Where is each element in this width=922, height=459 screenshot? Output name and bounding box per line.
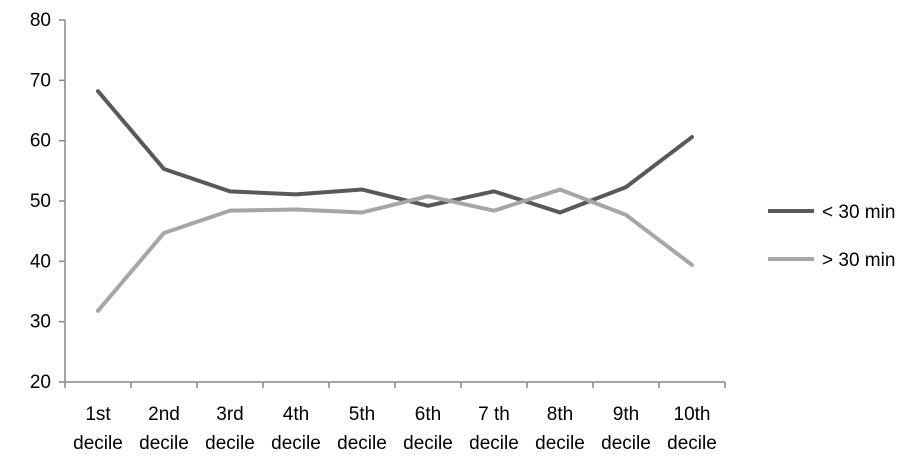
y-tick-label: 30 <box>30 312 51 333</box>
x-tick-label: decile <box>271 433 321 454</box>
series-line-1 <box>96 89 694 215</box>
x-tick-label: decile <box>469 433 519 454</box>
x-tick-label: decile <box>139 433 189 454</box>
y-tick-label: 20 <box>30 372 51 393</box>
x-axis-ticks: 1st decile 2nd decile 3rd decile 4th decile 5th d… <box>64 382 726 454</box>
y-axis-ticks: 20 30 40 50 60 70 80 <box>30 10 65 393</box>
x-tick-label: 1st <box>85 404 111 425</box>
x-tick-label: 3rd <box>216 404 243 425</box>
x-tick-label: 10th <box>674 404 711 425</box>
y-tick-label: 50 <box>30 191 51 212</box>
y-tick-label: 40 <box>30 251 51 272</box>
x-tick-label: 5th <box>349 404 375 425</box>
x-tick-label: 8th <box>547 404 573 425</box>
x-tick-label: decile <box>601 433 651 454</box>
x-tick-label: decile <box>403 433 453 454</box>
x-tick-label: 9th <box>613 404 639 425</box>
x-tick-label: decile <box>337 433 387 454</box>
y-tick-label: 80 <box>30 10 51 31</box>
x-tick-label: 4th <box>283 404 309 425</box>
y-tick-label: 70 <box>30 70 51 91</box>
x-tick-label: 7 th <box>478 404 510 425</box>
x-tick-label: 2nd <box>148 404 180 425</box>
series-lines <box>96 89 694 313</box>
legend-label-2: > 30 min <box>822 250 895 271</box>
x-tick-label: decile <box>667 433 717 454</box>
x-tick-label: decile <box>205 433 255 454</box>
y-tick-label: 60 <box>30 131 51 152</box>
x-tick-label: 6th <box>415 404 441 425</box>
x-tick-label: decile <box>73 433 123 454</box>
series-line-2 <box>96 187 694 313</box>
legend: < 30 min > 30 min <box>768 202 895 271</box>
x-tick-label: decile <box>535 433 585 454</box>
legend-label-1: < 30 min <box>822 202 895 223</box>
